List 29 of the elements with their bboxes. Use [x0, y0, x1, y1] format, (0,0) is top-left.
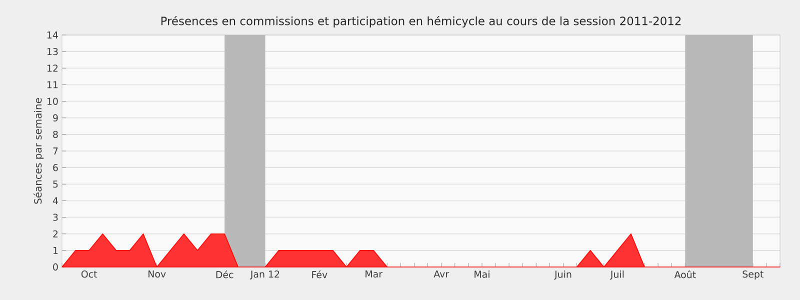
- y-tick-label: 8: [53, 130, 58, 138]
- y-tick-label: 7: [53, 148, 58, 154]
- y-tick-label: 4: [52, 197, 58, 204]
- y-tick-label: 1: [54, 246, 58, 254]
- y-tick-label: 10: [47, 98, 58, 105]
- y-tick-label: 5: [53, 180, 58, 188]
- x-tick-label: Jan 12: [250, 270, 280, 280]
- chart-title: Présences en commissions et participation en hémicycle au cours de la session 2011-2012: [161, 16, 681, 28]
- y-tick-label: 3: [53, 214, 58, 221]
- y-tick-label: 13: [47, 48, 58, 56]
- y-tick-label: 0: [53, 263, 58, 271]
- y-tick-label: 11: [47, 81, 58, 88]
- y-axis-title: Séances par semaine: [34, 98, 44, 204]
- y-tick-label: 2: [53, 230, 58, 238]
- y-tick-label: 9: [53, 114, 58, 122]
- x-tick-label: Avr: [434, 270, 450, 278]
- x-tick-label: Juil: [610, 270, 624, 280]
- x-tick-label: Fév: [312, 270, 328, 278]
- x-tick-label: Oct: [81, 270, 98, 278]
- x-tick-label: Mar: [366, 270, 383, 278]
- x-tick-label: Sept: [742, 270, 764, 280]
- x-tick-label: Nov: [148, 270, 166, 278]
- x-tick-label: Déc: [216, 270, 234, 278]
- y-tick-label: 14: [47, 32, 58, 38]
- x-tick-label: Juin: [554, 270, 572, 280]
- x-tick-label: Mai: [474, 270, 490, 278]
- y-tick-label: 12: [47, 64, 58, 72]
- x-tick-label: Août: [674, 270, 696, 278]
- y-tick-label: 6: [53, 164, 58, 172]
